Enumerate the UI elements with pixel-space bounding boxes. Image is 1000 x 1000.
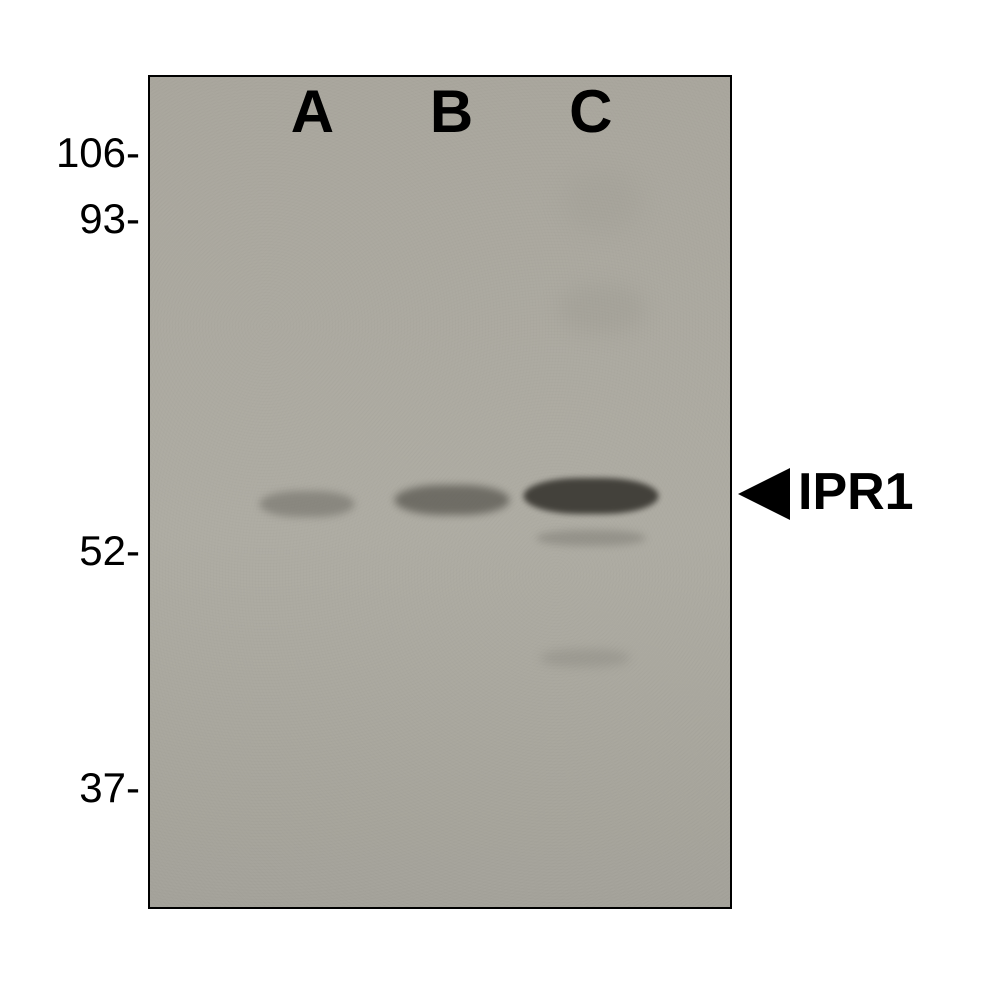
lane-label-b: B xyxy=(422,77,482,146)
band-a-0 xyxy=(259,491,354,517)
lane-label-c: C xyxy=(561,77,621,146)
band-c-4 xyxy=(540,649,630,667)
mw-marker-93: 93- xyxy=(79,195,140,243)
target-protein-label: IPR1 xyxy=(798,462,914,522)
western-blot-figure: A B C 106- 93- 52- 37- IPR1 xyxy=(0,0,1000,1000)
band-c-3 xyxy=(536,530,646,546)
mw-marker-106: 106- xyxy=(56,129,140,177)
blot-membrane-area: A B C xyxy=(148,75,732,909)
band-c-5 xyxy=(557,284,647,334)
band-b-1 xyxy=(394,485,509,515)
band-c-6 xyxy=(562,172,642,232)
mw-marker-52: 52- xyxy=(79,527,140,575)
mw-marker-37: 37- xyxy=(79,764,140,812)
lane-label-a: A xyxy=(282,77,342,146)
target-arrowhead-icon xyxy=(738,468,790,520)
band-c-2 xyxy=(523,478,658,514)
